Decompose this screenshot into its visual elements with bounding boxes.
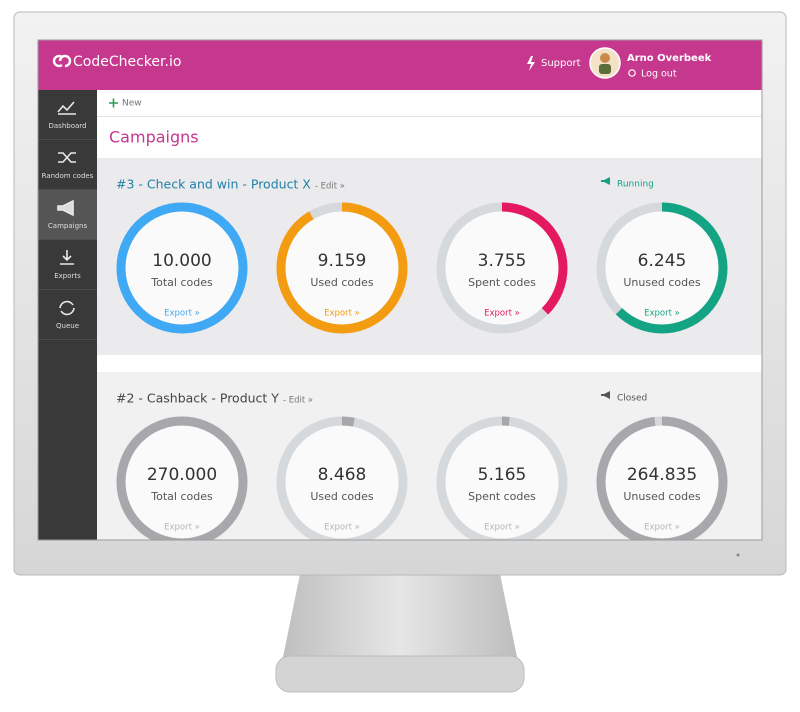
page-title: Campaigns (109, 128, 199, 147)
sidebar-label: Queue (56, 322, 79, 330)
stat-value: 3.755 (478, 251, 527, 271)
campaign-status: Closed (617, 394, 647, 404)
sidebar-active (38, 190, 97, 240)
user-name: Arno Overbeek (627, 53, 712, 64)
export-link[interactable]: Export » (324, 309, 360, 319)
export-link[interactable]: Export » (484, 309, 520, 319)
campaign-status: Running (617, 180, 654, 190)
sidebar-items: Dashboard Random codes Campaigns Exports Que… (38, 101, 97, 340)
support-link[interactable]: Support (541, 58, 581, 69)
new-button[interactable]: New (122, 99, 142, 109)
avatar-body (599, 64, 611, 74)
ring-arc (596, 202, 728, 334)
stat-ring: 264.835 Unused codes Export » (596, 416, 728, 540)
stat-label: Used codes (310, 490, 374, 503)
stat-label: Unused codes (623, 490, 701, 503)
stat-value: 9.159 (318, 251, 367, 271)
export-link[interactable]: Export » (644, 523, 680, 533)
monitor-base (275, 655, 525, 693)
stat-value: 270.000 (147, 465, 217, 485)
sidebar-icon (58, 152, 76, 163)
new-icon (109, 98, 118, 108)
stat-label: Used codes (310, 276, 374, 289)
ring-arc (436, 416, 568, 540)
stat-label: Spent codes (468, 490, 536, 503)
avatar-head (600, 53, 610, 63)
stat-label: Total codes (150, 490, 213, 503)
sidebar-label: Exports (54, 272, 81, 280)
campaign-title: #2 - Cashback - Product Y (116, 391, 279, 406)
stat-label: Unused codes (623, 276, 701, 289)
export-link[interactable]: Export » (164, 523, 200, 533)
stat-value: 5.165 (478, 465, 527, 485)
sidebar-label: Random codes (42, 172, 94, 180)
sidebar-icon (60, 250, 74, 265)
ring-arc (436, 202, 568, 334)
stat-ring: 6.245 Unused codes Export » (596, 202, 728, 334)
stat-ring: 270.000 Total codes Export » (116, 416, 248, 540)
stat-label: Spent codes (468, 276, 536, 289)
stat-ring: 3.755 Spent codes Export » (436, 202, 568, 334)
screen-frame (37, 39, 763, 541)
sidebar-label: Campaigns (48, 222, 88, 230)
top-bar (38, 40, 762, 90)
ring-arc (116, 416, 248, 540)
sidebar-item[interactable]: Dashboard (38, 101, 97, 140)
stat-ring: 5.165 Spent codes Export » (436, 416, 568, 540)
stat-value: 264.835 (627, 465, 697, 485)
sidebar-item[interactable]: Random codes (38, 152, 97, 190)
power-led (736, 553, 740, 557)
campaign-title: #3 - Check and win - Product X (116, 177, 311, 192)
ring-arc (276, 202, 408, 334)
campaign-edit[interactable]: - Edit » (283, 396, 313, 406)
export-link[interactable]: Export » (644, 309, 680, 319)
stat-value: 10.000 (152, 251, 211, 271)
campaign-list: #3 - Check and win - Product X - Edit » Ru… (97, 158, 762, 540)
ring-arc (276, 416, 408, 540)
sidebar-item[interactable]: Exports (38, 250, 97, 290)
stat-ring: 10.000 Total codes Export » (116, 202, 248, 334)
export-link[interactable]: Export » (484, 523, 520, 533)
status-icon (601, 391, 610, 399)
stat-value: 6.245 (638, 251, 687, 271)
monitor-neck (282, 574, 518, 662)
sidebar-item[interactable]: Queue (38, 300, 97, 340)
sidebar-label: Dashboard (49, 122, 87, 130)
export-link[interactable]: Export » (324, 523, 360, 533)
sidebar-icon (57, 101, 76, 115)
campaign-panel: #2 - Cashback - Product Y - Edit » Closed 2… (97, 372, 762, 540)
logout-link[interactable]: Log out (641, 69, 677, 80)
brand-icon (52, 54, 72, 68)
campaign-edit[interactable]: - Edit » (315, 182, 345, 192)
brand: CodeChecker.io (73, 54, 181, 70)
sidebar-icon (59, 300, 75, 316)
sidebar-icon (57, 199, 74, 217)
logout-icon (628, 69, 636, 77)
campaign-panel: #3 - Check and win - Product X - Edit » Ru… (97, 158, 762, 355)
export-link[interactable]: Export » (164, 309, 200, 319)
screen: CodeChecker.io Support Arno Overbeek Log… (38, 40, 762, 540)
stat-ring: 9.159 Used codes Export » (276, 202, 408, 334)
stat-value: 8.468 (318, 465, 367, 485)
ring-arc (596, 416, 728, 540)
support-icon (527, 56, 535, 71)
ring-arc (116, 202, 248, 334)
sidebar-item[interactable]: Campaigns (38, 190, 97, 240)
stat-ring: 8.468 Used codes Export » (276, 416, 408, 540)
stat-label: Total codes (150, 276, 213, 289)
status-icon (601, 177, 610, 185)
